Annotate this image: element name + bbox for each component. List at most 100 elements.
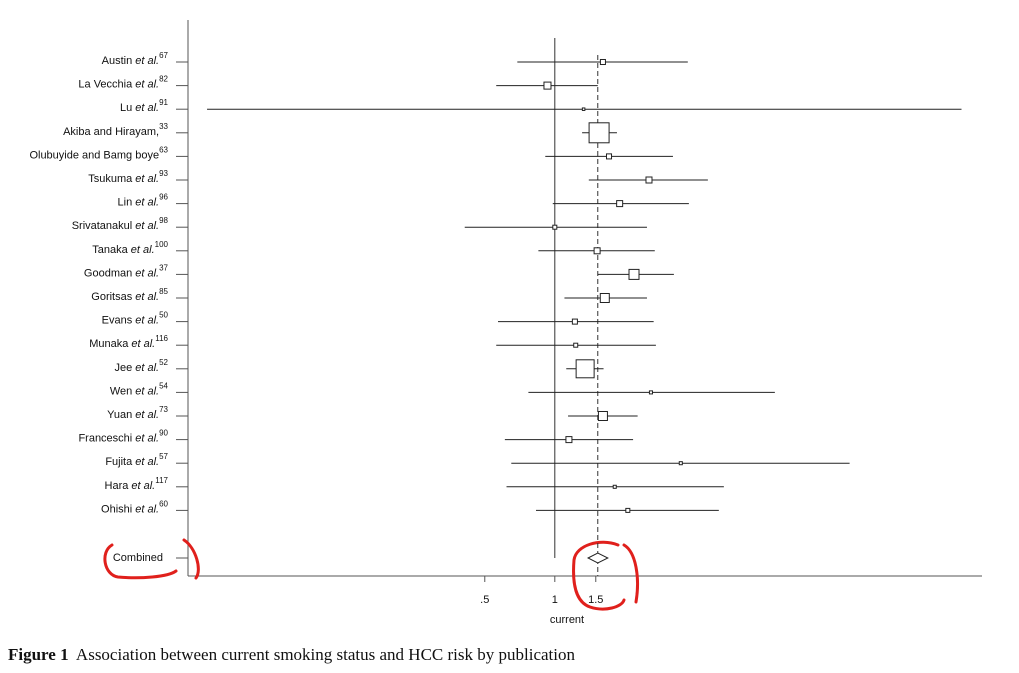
- study-ref: 54: [159, 382, 168, 391]
- study-label: Olubuyide and Bamg boye63: [29, 146, 168, 162]
- estimate-box: [552, 224, 558, 230]
- x-axis-label: current: [550, 614, 584, 626]
- study-etal: et al.: [135, 79, 159, 91]
- study-name: Austin: [102, 55, 133, 67]
- estimate-box: [573, 342, 579, 348]
- estimate-box: [565, 436, 573, 444]
- study-label: Tsukuma et al.93: [88, 169, 168, 185]
- study-ref: 100: [155, 240, 169, 249]
- study-name: Evans: [102, 315, 133, 327]
- study-etal: et al.: [135, 362, 159, 374]
- study-name: Lin: [118, 197, 133, 209]
- caption-text: Association between current smoking stat…: [76, 645, 576, 664]
- study-etal: et al.: [135, 102, 159, 114]
- study-ref: 50: [159, 311, 168, 320]
- study-label: Goodman et al.37: [84, 264, 169, 280]
- study-name: La Vecchia: [78, 79, 133, 91]
- study-ref: 63: [159, 146, 168, 155]
- estimate-box: [543, 81, 552, 90]
- study-label: Munaka et al.116: [89, 334, 168, 350]
- study-etal: et al.: [135, 267, 159, 279]
- estimate-box: [645, 176, 653, 184]
- estimate-box: [597, 410, 608, 422]
- study-label: Yuan et al.73: [107, 405, 168, 421]
- study-name: Tanaka: [92, 244, 128, 256]
- study-label: Jee et al.52: [114, 358, 168, 374]
- study-label: Austin et al.67: [102, 51, 169, 67]
- study-ref: 82: [159, 75, 168, 84]
- estimate-box: [599, 58, 606, 66]
- study-etal: et al.: [135, 291, 159, 303]
- estimate-box: [625, 507, 631, 513]
- study-name: Franceschi: [78, 433, 132, 445]
- study-label: Hara et al.117: [105, 476, 169, 492]
- study-name: Yuan: [107, 409, 132, 421]
- study-etal: et al.: [135, 173, 159, 185]
- study-name: Jee: [114, 362, 132, 374]
- estimate-box: [612, 484, 617, 489]
- x-tick-label: .5: [480, 594, 489, 606]
- study-etal: et al.: [135, 503, 159, 515]
- study-label: Franceschi et al.90: [78, 429, 168, 445]
- study-label: La Vecchia et al.82: [78, 75, 168, 91]
- study-etal: et al.: [135, 197, 159, 209]
- estimate-box: [581, 107, 586, 111]
- study-etal: et al.: [135, 55, 159, 67]
- study-name: Hara: [105, 480, 130, 492]
- estimate-box: [605, 153, 613, 160]
- caption: Figure 1 Association between current smo…: [8, 645, 575, 664]
- x-tick-label: 1.5: [588, 594, 603, 606]
- study-ref: 96: [159, 193, 168, 202]
- study-ref: 60: [159, 500, 168, 509]
- study-label: Wen et al.54: [110, 382, 169, 398]
- study-ref: 37: [159, 264, 168, 273]
- study-name: Lu: [120, 102, 132, 114]
- study-name: Munaka: [89, 338, 129, 350]
- estimate-box: [616, 200, 624, 208]
- combined-diamond: [586, 552, 609, 564]
- study-name: Goritsas: [91, 291, 132, 303]
- x-tick-label: 1: [552, 594, 558, 606]
- study-ref: 98: [159, 216, 168, 225]
- estimate-box: [628, 268, 640, 280]
- study-label: Akiba and Hirayam,33: [63, 122, 168, 138]
- study-ref: 67: [159, 51, 168, 60]
- study-ref: 73: [159, 405, 168, 414]
- study-ref: 33: [159, 122, 168, 131]
- study-ref: 57: [159, 452, 168, 461]
- study-ref: 93: [159, 169, 168, 178]
- study-name: Goodman: [84, 267, 132, 279]
- study-etal: et al.: [135, 456, 159, 468]
- study-etal: et al.: [135, 220, 159, 232]
- study-label: Srivatanakul et al.98: [72, 216, 169, 232]
- study-etal: et al.: [131, 480, 155, 492]
- study-label: Tanaka et al.100: [92, 240, 168, 256]
- study-etal: et al.: [135, 385, 159, 397]
- estimate-box: [599, 292, 610, 304]
- study-name: Olubuyide and Bamg boye: [29, 149, 159, 161]
- study-etal: et al.: [135, 433, 159, 445]
- study-etal: et al.: [131, 338, 155, 350]
- estimate-box: [571, 318, 578, 325]
- study-name: Srivatanakul: [72, 220, 133, 232]
- study-label: Evans et al.50: [102, 311, 169, 327]
- study-ref: 85: [159, 287, 168, 296]
- study-etal: et al.: [131, 244, 155, 256]
- study-label: Lin et al.96: [118, 193, 169, 209]
- study-label: Ohishi et al.60: [101, 500, 168, 516]
- study-ref: 91: [159, 98, 168, 107]
- annotation-circle: [572, 540, 639, 611]
- estimate-box: [593, 247, 601, 255]
- estimate-box: [575, 359, 595, 379]
- study-label: Lu et al.91: [120, 98, 169, 114]
- estimate-box: [588, 122, 610, 144]
- study-etal: et al.: [135, 315, 159, 327]
- caption-label: Figure 1: [8, 645, 69, 664]
- study-name: Akiba and Hirayam,: [63, 126, 159, 138]
- study-ref: 52: [159, 358, 168, 367]
- study-label: Goritsas et al.85: [91, 287, 168, 303]
- study-etal: et al.: [135, 409, 159, 421]
- estimate-box: [648, 390, 653, 395]
- study-ref: 90: [159, 429, 168, 438]
